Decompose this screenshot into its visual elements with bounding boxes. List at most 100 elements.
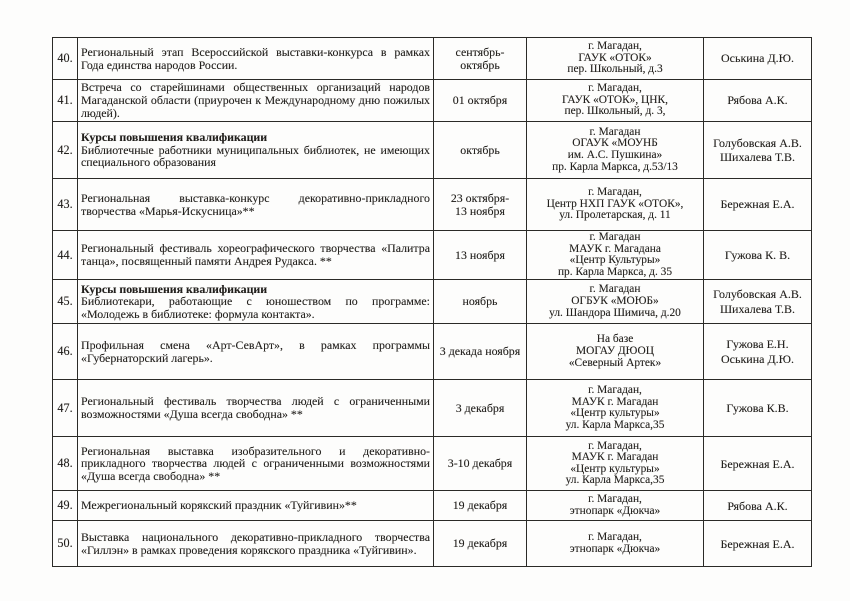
event-date-cell: 3 декада ноября [433, 323, 527, 381]
event-description-cell: Выставка национального декоративно-прикл… [77, 520, 434, 568]
event-responsible-cell: Гужова Е.Н. Оськина Д.Ю. [703, 323, 812, 381]
row-number-cell: 44. [52, 229, 78, 281]
date-line: 3-10 декабря [447, 456, 513, 471]
event-location-cell: г. Магадан ОГБУК «МОЮБ» ул. Шандора Шимича… [526, 279, 704, 325]
event-description-cell: Межрегиональный корякский праздник «Туйг… [77, 490, 434, 522]
event-responsible-cell: Голубовская А.В. Шихалева Т.В. [703, 121, 812, 179]
responsible-line: Шихалева Т.В. [719, 150, 796, 164]
event-location-cell: На базе МОГАУ ДЮОЦ «Северный Артек» [526, 323, 704, 381]
row-number-cell: 49. [52, 490, 78, 522]
row-number: 49. [57, 498, 73, 513]
date-line: 13 ноября [455, 203, 505, 218]
row-number-cell: 50. [52, 520, 78, 568]
event-description-cell: Курсы повышения квалификации Библиотекари… [77, 279, 434, 325]
responsible-line: Бережная Е.А. [720, 536, 795, 551]
event-location-cell: г. Магадан ОГАУК «МОУНБ им. А.С. Пушкина» п… [526, 121, 704, 179]
event-description-text: Межрегиональный корякский праздник «Туйг… [81, 498, 357, 513]
event-responsible-cell: Оськина Д.Ю. [703, 37, 812, 80]
event-description-cell: Региональный фестиваль хореографического… [77, 229, 434, 281]
location-line: пр. Карла Маркса, д.53/13 [552, 160, 678, 173]
event-description-text: Выставка национального декоративно-прикл… [81, 529, 430, 557]
responsible-line: Бережная Е.А. [720, 456, 795, 471]
row-number-cell: 48. [52, 436, 78, 492]
event-location-cell: г. Магадан, МАУК г. Магадан «Центр культур… [526, 379, 704, 438]
responsible-line: Гужова К.В. [726, 401, 789, 416]
course-title: Курсы повышения квалификации [81, 281, 268, 296]
row-number: 44. [57, 247, 73, 262]
event-location-cell: г. Магадан, МАУК г. Магадан «Центр культур… [526, 436, 704, 492]
event-description-text: Региональный фестиваль творчества людей … [81, 394, 430, 422]
location-line: г. Магадан, [588, 384, 642, 397]
location-line: этнопарк «Дюкча» [569, 542, 661, 555]
event-responsible-cell: Голубовская А.В. Шихалева Т.В. [703, 279, 812, 325]
event-responsible-cell: Рябова А.К. [703, 490, 812, 522]
table-row: 42. Курсы повышения квалификации Библиоте… [52, 121, 812, 179]
location-line: МАУК г. Магадан [571, 395, 659, 408]
row-number: 41. [57, 93, 73, 107]
event-description-text: Региональный этап Всероссийской выставки… [81, 44, 430, 72]
location-line: ГАУК «ОТОК», ЦНК, [562, 93, 668, 106]
location-line: «Центр Культуры» [569, 254, 661, 267]
row-number-cell: 41. [52, 79, 78, 122]
location-line: ул. Карла Маркса,35 [565, 474, 665, 487]
event-date-cell: 19 декабря [433, 520, 527, 568]
event-date-cell: сентябрь-октябрь [433, 37, 527, 80]
event-responsible-cell: Гужова К. В. [703, 229, 812, 281]
event-location-cell: г. Магадан, ГАУК «ОТОК» пер. Школьный, д.3 [526, 37, 704, 80]
responsible-line: Оськина Д.Ю. [721, 351, 794, 366]
event-location-cell: г. Магадан, этнопарк «Дюкча» [526, 490, 704, 522]
event-description-text: Региональный фестиваль хореографического… [81, 241, 430, 269]
table-row: 45. Курсы повышения квалификации Библиоте… [52, 279, 812, 325]
date-line: 19 декабря [452, 498, 508, 513]
responsible-line: Гужова Е.Н. [726, 337, 789, 352]
date-line: октябрь [460, 57, 500, 72]
event-description-cell: Профильная смена «Арт-СевАрт», в рамках … [77, 323, 434, 381]
event-responsible-cell: Бережная Е.А. [703, 436, 812, 492]
row-number: 40. [57, 51, 73, 65]
location-line: г. Магадан [589, 283, 641, 296]
row-number: 42. [57, 142, 73, 157]
location-line: ОГАУК «МОУНБ [572, 137, 658, 150]
responsible-line: Оськина Д.Ю. [721, 51, 794, 66]
location-line: ул. Шандора Шимича, д.20 [549, 306, 681, 319]
date-line: 3 декабря [455, 400, 505, 415]
row-number-cell: 47. [52, 379, 78, 438]
responsible-line: Бережная Е.А. [720, 197, 795, 212]
row-number: 45. [57, 294, 73, 309]
responsible-line: Гужова К. В. [724, 247, 791, 262]
location-line: им. А.С. Пушкина» [567, 149, 663, 161]
event-date-cell: 13 ноября [433, 229, 527, 281]
event-date-cell: 3-10 декабря [433, 436, 527, 492]
event-location-cell: г. Магадан, ГАУК «ОТОК», ЦНК, пер. Школьны… [526, 79, 704, 122]
location-line: На базе [596, 333, 634, 346]
event-description-cell: Региональная выставка изобразительного и… [77, 436, 434, 492]
row-number-cell: 43. [52, 178, 78, 231]
event-description-text: Региональная выставка-конкурс декоративн… [81, 190, 430, 218]
table-row: 40. Региональный этап Всероссийской выст… [52, 37, 812, 80]
location-line: ул. Пролетарская, д. 11 [559, 209, 671, 222]
location-line: г. Магадан, [588, 82, 642, 95]
event-description-text: Библиотечные работники муниципальных биб… [81, 142, 430, 170]
event-description-text: Региональная выставка изобразительного и… [81, 443, 430, 484]
event-description-text: Встреча со старейшинами общественных орг… [81, 80, 430, 120]
event-description-cell: Региональный фестиваль творчества людей … [77, 379, 434, 438]
row-number: 43. [57, 197, 73, 211]
table-row: 41. Встреча со старейшинами общественных… [52, 79, 812, 122]
responsible-line: Рябова А.К. [727, 93, 788, 108]
event-description-text: Библиотекари, работающие с юношеством по… [81, 294, 430, 322]
table-row: 49. Межрегиональный корякский праздник «… [52, 490, 812, 522]
row-number-cell: 46. [52, 323, 78, 381]
date-line: сентябрь- [455, 44, 505, 59]
responsible-line: Рябова А.К. [727, 498, 788, 513]
course-title: Курсы повышения квалификации [81, 129, 268, 144]
row-number-cell: 40. [52, 37, 78, 80]
location-line: г. Магадан, [588, 439, 642, 452]
row-number-cell: 42. [52, 121, 78, 179]
table-row: 50. Выставка национального декоративно-п… [52, 520, 812, 568]
event-description-cell: Встреча со старейшинами общественных орг… [77, 79, 434, 122]
location-line: пер. Школьный, д.3 [567, 63, 663, 76]
row-number: 48. [57, 456, 73, 471]
location-line: ул. Карла Маркса,35 [565, 418, 665, 431]
row-number: 47. [57, 400, 73, 415]
